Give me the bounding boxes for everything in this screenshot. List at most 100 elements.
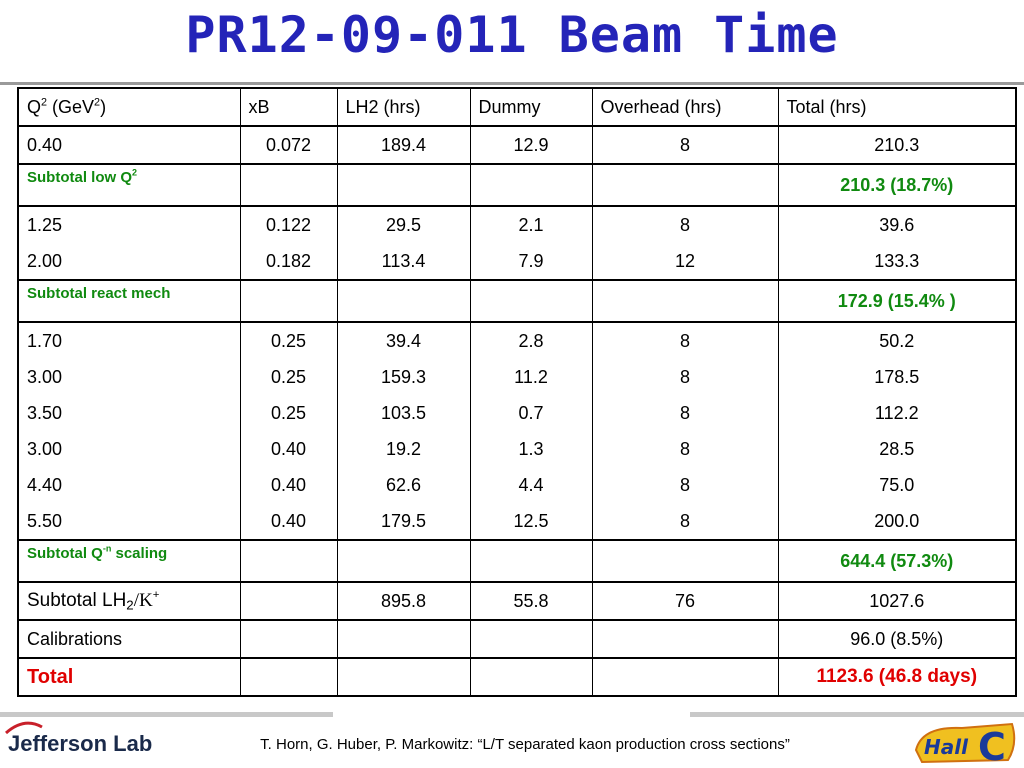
table-cell: 0.25	[239, 321, 338, 359]
table-cell: 0.40	[17, 125, 241, 164]
table-cell: Subtotal Q-n scaling	[17, 539, 241, 582]
table-cell: 0.40	[239, 431, 338, 467]
table-cell: 179.5	[336, 503, 471, 540]
table-cell: 1027.6	[777, 581, 1017, 620]
table-cell: 8	[591, 503, 779, 540]
hall-c-logo: Hall C	[914, 722, 1016, 764]
table-cell: 62.6	[336, 467, 471, 503]
table-cell: 0.122	[239, 205, 338, 243]
table-cell	[591, 163, 779, 206]
table-cell: 4.4	[469, 467, 593, 503]
table-cell: 113.4	[336, 243, 471, 280]
table-row: 0.40 0.072 189.4 12.9 8 210.3	[17, 125, 1017, 164]
superscript: -n	[102, 543, 112, 554]
table-cell: 8	[591, 359, 779, 395]
table-cell: 55.8	[469, 581, 593, 620]
table-cell	[239, 581, 338, 620]
table-row: Subtotal Q-n scaling 644.4 (57.3%)	[17, 539, 1017, 582]
cell-text: scaling	[111, 545, 168, 562]
table-cell: 2.8	[469, 321, 593, 359]
table-cell: Total	[17, 657, 241, 696]
table-cell: 0.25	[239, 359, 338, 395]
cell-text: Q	[27, 96, 42, 117]
table-cell: 8	[591, 467, 779, 503]
table-cell: 0.25	[239, 395, 338, 431]
table-cell	[239, 539, 338, 582]
header-cell: Total (hrs)	[777, 88, 1017, 126]
table-cell: 2.1	[469, 205, 593, 243]
table-cell: 200.0	[777, 503, 1017, 540]
table-cell: 103.5	[336, 395, 471, 431]
cell-text: Subtotal LH	[27, 590, 127, 611]
table-row: Subtotal LH2/K+ 895.8 55.8 76 1027.6	[17, 581, 1017, 620]
logo-word: Hall	[924, 735, 969, 759]
table-cell: 0.182	[239, 243, 338, 280]
table-row: 1.25 0.122 29.5 2.1 8 39.6	[17, 205, 1017, 243]
table-cell: 75.0	[777, 467, 1017, 503]
superscript: 2	[132, 167, 138, 178]
table-cell: 112.2	[777, 395, 1017, 431]
table-cell	[591, 279, 779, 322]
table-cell: 12.5	[469, 503, 593, 540]
header-row: Q2 (GeV2) xB LH2 (hrs) Dummy Overhead (hrs) T…	[17, 88, 1017, 126]
table-cell: 0.40	[239, 503, 338, 540]
header-cell: xB	[239, 88, 338, 126]
table-cell: 0.072	[239, 125, 338, 164]
table-row: 4.40 0.40 62.6 4.4 8 75.0	[17, 467, 1017, 503]
header-cell: Q2 (GeV2)	[17, 88, 241, 126]
table-cell: 133.3	[777, 243, 1017, 280]
table-cell	[591, 657, 779, 696]
table-cell: 29.5	[336, 205, 471, 243]
table-cell: 4.40	[17, 467, 241, 503]
table-cell: 178.5	[777, 359, 1017, 395]
table-row: 3.50 0.25 103.5 0.7 8 112.2	[17, 395, 1017, 431]
table-cell	[469, 163, 593, 206]
table-cell: 3.50	[17, 395, 241, 431]
table-cell: 159.3	[336, 359, 471, 395]
table-cell: 11.2	[469, 359, 593, 395]
table-cell	[336, 619, 471, 658]
table-row: 3.00 0.25 159.3 11.2 8 178.5	[17, 359, 1017, 395]
table-cell: 8	[591, 431, 779, 467]
slide-title: PR12-09-011 Beam Time	[185, 6, 839, 64]
table-cell: 8	[591, 321, 779, 359]
header-cell: Overhead (hrs)	[591, 88, 779, 126]
table-cell: 12.9	[469, 125, 593, 164]
table-cell: 12	[591, 243, 779, 280]
table-cell: 19.2	[336, 431, 471, 467]
table-cell	[336, 163, 471, 206]
table-cell: 76	[591, 581, 779, 620]
table-cell	[336, 279, 471, 322]
table-cell: 96.0 (8.5%)	[777, 619, 1017, 658]
logo-letter: C	[978, 725, 1006, 764]
table-cell: 644.4 (57.3%)	[777, 539, 1017, 582]
table-cell: 28.5	[777, 431, 1017, 467]
jefferson-lab-logo: Jefferson Lab	[5, 721, 152, 757]
footer-gap	[333, 712, 690, 717]
table-cell: Subtotal low Q2	[17, 163, 241, 206]
table-cell: 7.9	[469, 243, 593, 280]
table-cell: Subtotal react mech	[17, 279, 241, 322]
table-cell	[336, 657, 471, 696]
table-cell: 39.4	[336, 321, 471, 359]
superscript: 2	[41, 95, 48, 108]
header-cell: LH2 (hrs)	[336, 88, 471, 126]
table-cell: 1.25	[17, 205, 241, 243]
table-cell	[469, 619, 593, 658]
cell-text: /K	[133, 590, 153, 611]
table-row: Calibrations 96.0 (8.5%)	[17, 619, 1017, 658]
table-row: 5.50 0.40 179.5 12.5 8 200.0	[17, 503, 1017, 540]
table-cell: 2.00	[17, 243, 241, 280]
table-cell: 5.50	[17, 503, 241, 540]
table-cell: 8	[591, 205, 779, 243]
table-cell: 0.7	[469, 395, 593, 431]
cell-text: Subtotal Q	[27, 545, 103, 562]
table-cell	[469, 657, 593, 696]
table-cell: 50.2	[777, 321, 1017, 359]
citation: T. Horn, G. Huber, P. Markowitz: “L/T se…	[260, 736, 790, 753]
table-cell: 1.70	[17, 321, 241, 359]
table-cell: Calibrations	[17, 619, 241, 658]
table-cell	[469, 539, 593, 582]
beam-time-table: Q2 (GeV2) xB LH2 (hrs) Dummy Overhead (hrs) T…	[17, 87, 1017, 697]
